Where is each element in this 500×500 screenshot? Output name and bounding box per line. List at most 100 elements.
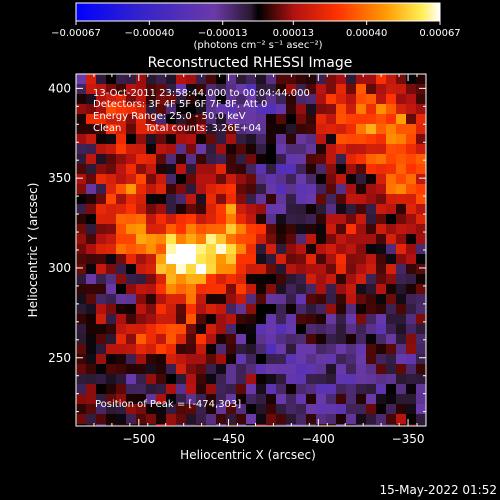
- heatmap-cell: [196, 124, 206, 134]
- heatmap-cell: [256, 244, 266, 254]
- heatmap-cell: [406, 134, 416, 144]
- heatmap-cell: [356, 304, 366, 314]
- heatmap-cell: [226, 364, 236, 374]
- heatmap-cell: [266, 124, 276, 134]
- heatmap-cell: [116, 324, 126, 334]
- heatmap-cell: [316, 304, 326, 314]
- heatmap-cell: [286, 264, 296, 274]
- heatmap-cell: [376, 404, 386, 414]
- heatmap-cell: [356, 214, 366, 224]
- heatmap-cell: [156, 284, 166, 294]
- heatmap-cell: [226, 74, 236, 84]
- heatmap-cell: [386, 124, 396, 134]
- heatmap-cell: [366, 304, 376, 314]
- detectors-label: Detectors: 3F 4F 5F 6F 7F 8F, Att 0: [93, 99, 267, 110]
- heatmap-cell: [346, 224, 356, 234]
- heatmap-cell: [256, 274, 266, 284]
- heatmap-cell: [376, 354, 386, 364]
- heatmap-cell: [156, 74, 166, 84]
- heatmap-cell: [116, 304, 126, 314]
- heatmap-cell: [246, 254, 256, 264]
- heatmap-cell: [326, 154, 336, 164]
- x-tick-label: −400: [302, 432, 335, 446]
- heatmap-cell: [176, 404, 186, 414]
- heatmap-cell: [286, 184, 296, 194]
- heatmap-cell: [346, 404, 356, 414]
- heatmap-cell: [406, 374, 416, 384]
- heatmap-cell: [326, 404, 336, 414]
- heatmap-cell: [346, 414, 356, 424]
- heatmap-cell: [86, 74, 96, 84]
- heatmap-cell: [96, 354, 106, 364]
- heatmap-cell: [266, 324, 276, 334]
- time-range-label: 13-Oct-2011 23:58:44.000 to 00:04:44.000: [93, 88, 310, 99]
- heatmap-cell: [126, 84, 136, 94]
- heatmap-cell: [376, 244, 386, 254]
- heatmap-cell: [136, 124, 146, 134]
- heatmap-cell: [86, 364, 96, 374]
- heatmap-cell: [296, 394, 306, 404]
- heatmap-cell: [336, 194, 346, 204]
- heatmap-cell: [346, 214, 356, 224]
- heatmap-cell: [306, 404, 316, 414]
- heatmap-cell: [406, 214, 416, 224]
- heatmap-cell: [406, 404, 416, 414]
- heatmap-cell: [216, 184, 226, 194]
- heatmap-cell: [86, 254, 96, 264]
- heatmap-cell: [116, 204, 126, 214]
- heatmap-cell: [176, 424, 186, 426]
- heatmap-cell: [96, 344, 106, 354]
- heatmap-cell: [326, 284, 336, 294]
- heatmap-cell: [396, 334, 406, 344]
- heatmap-cell: [346, 114, 356, 124]
- heatmap-cell: [226, 264, 236, 274]
- heatmap-cell: [366, 344, 376, 354]
- heatmap-cell: [156, 254, 166, 264]
- heatmap-cell: [256, 394, 266, 404]
- heatmap-cell: [296, 274, 306, 284]
- heatmap-cell: [126, 254, 136, 264]
- heatmap-cell: [246, 104, 256, 114]
- heatmap-cell: [316, 404, 326, 414]
- heatmap-cell: [226, 274, 236, 284]
- heatmap-cell: [286, 124, 296, 134]
- heatmap-cell: [206, 264, 216, 274]
- heatmap-cell: [306, 124, 316, 134]
- heatmap-cell: [196, 74, 206, 84]
- heatmap-cell: [206, 94, 216, 104]
- heatmap-cell: [316, 214, 326, 224]
- heatmap-cell: [86, 284, 96, 294]
- heatmap-cell: [366, 144, 376, 154]
- heatmap-cell: [376, 194, 386, 204]
- heatmap-cell: [206, 144, 216, 154]
- heatmap-cell: [146, 384, 156, 394]
- heatmap-cell: [256, 254, 266, 264]
- heatmap-cell: [96, 414, 106, 424]
- heatmap-cell: [266, 164, 276, 174]
- heatmap-cell: [116, 244, 126, 254]
- heatmap-cell: [146, 124, 156, 134]
- heatmap-cell: [266, 224, 276, 234]
- heatmap-cell: [336, 274, 346, 284]
- heatmap-cell: [296, 164, 306, 174]
- heatmap-cell: [196, 114, 206, 124]
- colorbar-tick-label: −0.00013: [198, 28, 248, 39]
- heatmap-cell: [306, 364, 316, 374]
- heatmap-cell: [276, 194, 286, 204]
- heatmap-cell: [226, 414, 236, 424]
- heatmap-cell: [136, 94, 146, 104]
- heatmap-cell: [376, 154, 386, 164]
- heatmap-cell: [226, 244, 236, 254]
- heatmap-cell: [396, 424, 406, 426]
- heatmap-cell: [196, 94, 206, 104]
- heatmap-cell: [156, 274, 166, 284]
- heatmap-cell: [316, 184, 326, 194]
- heatmap-cell: [166, 324, 176, 334]
- heatmap-cell: [236, 394, 246, 404]
- heatmap-cell: [296, 314, 306, 324]
- heatmap-cell: [96, 134, 106, 144]
- heatmap-cell: [266, 254, 276, 264]
- heatmap-cell: [376, 164, 386, 174]
- heatmap-cell: [306, 424, 316, 426]
- heatmap-cell: [216, 354, 226, 364]
